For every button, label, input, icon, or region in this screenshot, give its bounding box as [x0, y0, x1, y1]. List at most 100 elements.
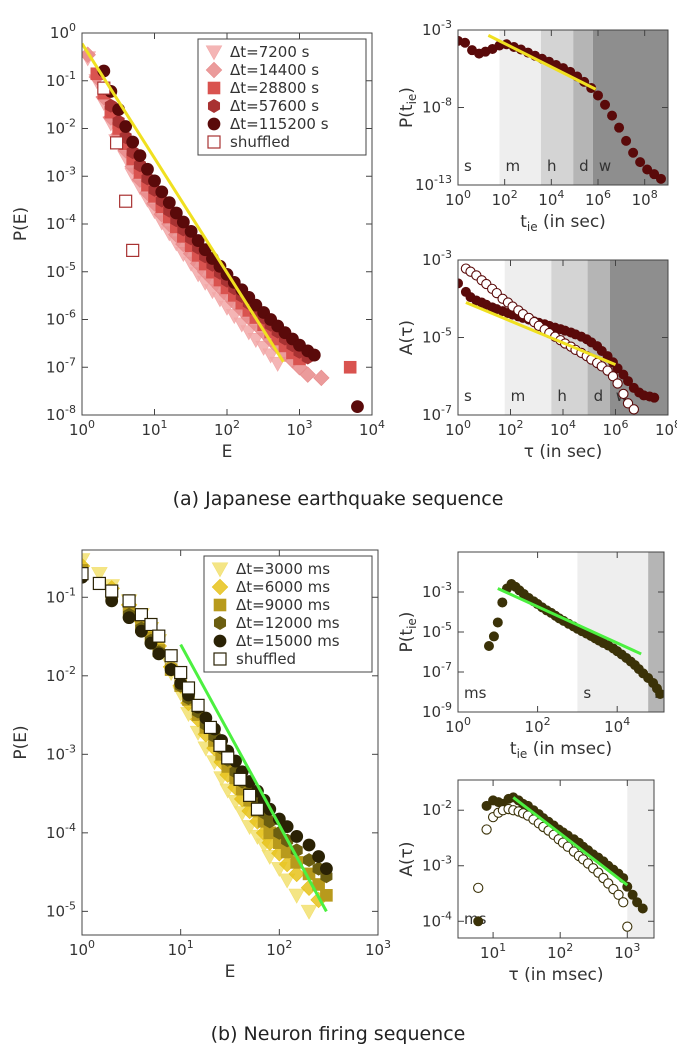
data-point	[649, 392, 660, 403]
data-point	[351, 400, 364, 413]
data-point	[612, 378, 623, 389]
data-point	[82, 567, 89, 581]
data-point	[458, 278, 463, 289]
data-point	[262, 348, 279, 364]
data-point	[255, 340, 272, 356]
x-tick-label: 102	[525, 715, 551, 736]
y-axis-label: A(τ)	[397, 841, 417, 876]
data-point	[627, 889, 638, 900]
panel-a-tie: s m h d w 100 102 104 106 108 10-13 10-8 10-3 tie (in…	[397, 18, 669, 234]
y-tick-label: 10-7	[46, 355, 76, 376]
x-tick-label: 103	[286, 418, 312, 439]
y-tick-label: 10-3	[46, 164, 76, 185]
data-point	[92, 576, 106, 591]
data-point	[632, 897, 643, 908]
data-point	[162, 196, 176, 210]
data-point	[191, 698, 205, 712]
data-point	[144, 617, 158, 632]
data-point	[250, 802, 265, 816]
legend-label: Δt=57600 s	[230, 97, 319, 115]
x-tick-label: 104	[538, 188, 564, 209]
legend-marker	[205, 61, 223, 79]
legend-label: shuffled	[236, 650, 296, 668]
y-tick-label: 10-4	[422, 909, 452, 930]
data-point	[618, 388, 629, 400]
fit-line	[487, 34, 597, 91]
data-point	[288, 888, 306, 904]
data-point	[203, 720, 217, 735]
fit-line	[512, 796, 629, 887]
x-tick-label: 100	[69, 418, 95, 439]
legend-marker	[207, 117, 221, 131]
plot-area: ms	[458, 780, 654, 938]
y-axis-label: P(E)	[11, 207, 31, 241]
fit-line	[465, 301, 617, 366]
data-point	[481, 824, 492, 835]
y-axis-label: P(tie)	[397, 87, 419, 128]
data-point	[481, 800, 492, 811]
y-axis-label: A(τ)	[397, 320, 417, 355]
x-axis-label: tie (in msec)	[510, 739, 612, 761]
data-point	[600, 99, 611, 110]
data-point	[119, 194, 133, 208]
data-point	[176, 215, 190, 229]
y-tick-label: 10-6	[46, 308, 76, 329]
panel-b-main: 100 101 102 103 10-5 10-4 10-3 10-2 10-1 E P(E) Δt=…	[11, 549, 391, 982]
x-tick-label: 102	[214, 418, 240, 439]
y-tick-label: 10-1	[46, 585, 76, 606]
y-tick-label: 10-5	[46, 260, 76, 281]
region-label-s: s	[464, 387, 472, 405]
data-point	[622, 921, 633, 932]
data-point	[233, 772, 247, 786]
x-tick-label: 102	[266, 938, 292, 959]
data-point	[320, 862, 333, 876]
legend-marker	[205, 45, 223, 61]
y-tick-label: 10-3	[422, 580, 452, 601]
y-tick-label: 100	[50, 21, 76, 42]
fit-line	[497, 587, 642, 656]
axes-frame	[81, 549, 379, 936]
data-point	[343, 360, 357, 374]
data-point	[628, 147, 639, 158]
x-axis-label: τ (in msec)	[508, 965, 603, 985]
x-tick-label: 106	[585, 188, 611, 209]
data-point	[213, 738, 227, 752]
y-tick-label: 10-13	[415, 173, 452, 194]
data-point	[473, 916, 484, 927]
region-band-d	[573, 30, 593, 185]
y-axis-label: P(E)	[11, 725, 31, 759]
y-tick-label: 10-8	[46, 403, 76, 424]
region-band-extra	[627, 780, 654, 938]
data-point	[488, 631, 499, 642]
data-point	[593, 90, 604, 101]
x-tick-label: 101	[141, 418, 167, 439]
legend-label: Δt=6000 ms	[236, 578, 330, 596]
region-label-w: w	[599, 157, 611, 175]
data-point	[642, 164, 653, 175]
data-point	[623, 376, 634, 387]
data-point	[607, 371, 619, 382]
legend-label: Δt=3000 ms	[236, 560, 330, 578]
series-shuffled	[82, 567, 265, 816]
y-tick-label: 10-3	[422, 248, 452, 269]
region-label-s: s	[464, 157, 472, 175]
data-point	[278, 873, 296, 889]
axes-frame	[457, 779, 655, 939]
legend-label: Δt=115200 s	[230, 115, 329, 133]
region-label-s: s	[583, 684, 591, 702]
data-point	[247, 333, 265, 348]
y-tick-label: 10-1	[46, 69, 76, 90]
x-tick-label: 100	[445, 715, 471, 736]
y-tick-label: 10-5	[46, 899, 76, 920]
region-label-ms: ms	[464, 684, 487, 702]
data-point	[169, 206, 183, 220]
panel-a-main: 100 101 102 103 104 10-8 10-7 10-6 10-5 10-4 10-3 1…	[11, 21, 385, 462]
fit-line	[179, 643, 328, 913]
data-point	[141, 162, 154, 176]
data-point	[492, 617, 503, 628]
region-label-m: m	[511, 387, 526, 405]
